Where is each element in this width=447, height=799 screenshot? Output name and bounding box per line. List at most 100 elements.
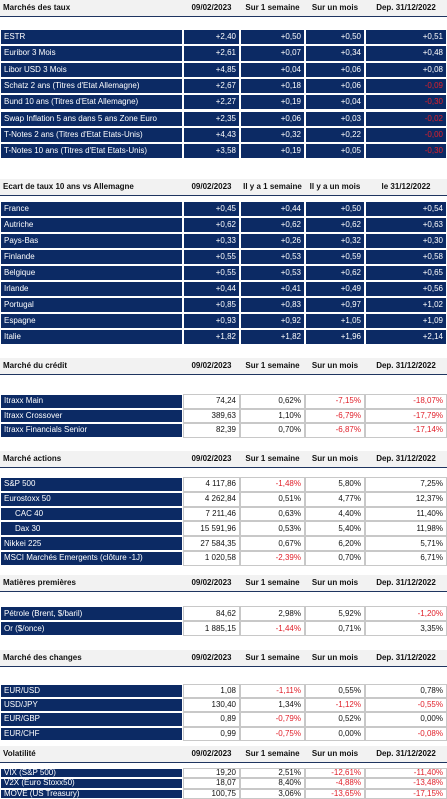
value-cell: 0,70%: [240, 423, 305, 438]
section-title: Ecart de taux 10 ans vs Allemagne: [0, 179, 183, 196]
value-cell: 5,80%: [305, 477, 365, 492]
value-cell: -0,79%: [240, 712, 305, 727]
value-cell: +2,27: [183, 94, 240, 111]
value-cell: 82,39: [183, 423, 240, 438]
value-cell: 2,51%: [240, 768, 305, 779]
value-cell: 74,24: [183, 394, 240, 409]
value-cell: 15 591,96: [183, 521, 240, 537]
value-cell: +0,22: [305, 126, 365, 144]
value-cell: -2,39%: [240, 551, 305, 566]
value-cell: 18,07: [183, 778, 240, 789]
value-cell: +0,63: [365, 217, 447, 233]
value-cell: +0,06: [305, 61, 365, 78]
row-label: France: [0, 201, 183, 217]
column-header: Sur un mois: [305, 358, 365, 375]
column-header: Dep. 31/12/2022: [365, 746, 447, 763]
row-label: T-Notes 10 ans (Titres d'Etat Etats-Unis…: [0, 143, 183, 160]
column-header: Il y a 1 semaine: [240, 179, 305, 196]
value-cell: +2,35: [183, 110, 240, 127]
value-cell: +1,96: [305, 329, 365, 345]
value-cell: +0,04: [240, 61, 305, 78]
value-cell: 5,92%: [305, 606, 365, 622]
value-cell: 0,78%: [365, 684, 447, 699]
value-cell: 130,40: [183, 698, 240, 713]
row-label: Espagne: [0, 313, 183, 329]
value-cell: 4,77%: [305, 491, 365, 507]
row-label: Itraxx Main: [0, 394, 183, 409]
column-header: Sur un mois: [305, 746, 365, 763]
value-cell: +2,14: [365, 329, 447, 345]
value-cell: +0,62: [305, 265, 365, 281]
value-cell: -6,79%: [305, 408, 365, 424]
column-header: 09/02/2023: [183, 451, 240, 468]
row-label: Italie: [0, 329, 183, 345]
row-label: Autriche: [0, 217, 183, 233]
row-label: ESTR: [0, 29, 183, 46]
value-cell: +0,51: [365, 29, 447, 46]
section-title: Marché du crédit: [0, 358, 183, 375]
value-cell: +0,05: [305, 143, 365, 160]
value-cell: 1 885,15: [183, 621, 240, 637]
value-cell: -13,65%: [305, 788, 365, 799]
column-header: Dep. 31/12/2022: [365, 451, 447, 468]
value-cell: +0,07: [240, 45, 305, 62]
value-cell: -17,79%: [365, 408, 447, 424]
value-cell: -11,40%: [365, 768, 447, 779]
column-header: Dep. 31/12/2022: [365, 650, 447, 667]
value-cell: +0,44: [183, 281, 240, 297]
value-cell: -13,48%: [365, 778, 447, 789]
value-cell: -17,15%: [365, 788, 447, 799]
value-cell: 4 262,84: [183, 491, 240, 507]
value-cell: -0,02: [365, 110, 447, 127]
value-cell: +0,62: [305, 217, 365, 233]
value-cell: -1,12%: [305, 698, 365, 713]
row-label: Libor USD 3 Mois: [0, 61, 183, 78]
value-cell: +0,45: [183, 201, 240, 217]
row-label: USD/JPY: [0, 698, 183, 713]
value-cell: 0,63%: [240, 506, 305, 522]
value-cell: +1,82: [183, 329, 240, 345]
value-cell: +1,05: [305, 313, 365, 329]
value-cell: +0,59: [305, 249, 365, 265]
column-header: Sur un mois: [305, 0, 365, 17]
value-cell: +0,58: [365, 249, 447, 265]
column-header: le 31/12/2022: [365, 179, 447, 196]
section-title: Marché des changes: [0, 650, 183, 667]
value-cell: -0,08%: [365, 726, 447, 741]
row-label: Itraxx Financials Senior: [0, 423, 183, 438]
value-cell: -0,75%: [240, 726, 305, 741]
value-cell: 6,71%: [365, 551, 447, 566]
row-label: Itraxx Crossover: [0, 408, 183, 424]
value-cell: +0,55: [183, 265, 240, 281]
value-cell: -0,30: [365, 143, 447, 160]
row-label: Finlande: [0, 249, 183, 265]
value-cell: 3,06%: [240, 788, 305, 799]
value-cell: 0,55%: [305, 684, 365, 699]
value-cell: 4,40%: [305, 506, 365, 522]
value-cell: +0,04: [305, 94, 365, 111]
value-cell: 5,40%: [305, 521, 365, 537]
value-cell: +1,82: [240, 329, 305, 345]
value-cell: +0,03: [305, 110, 365, 127]
value-cell: -1,48%: [240, 477, 305, 492]
value-cell: +0,56: [365, 281, 447, 297]
value-cell: 0,71%: [305, 621, 365, 637]
row-label: Dax 30: [0, 521, 183, 537]
column-header: Sur un mois: [305, 575, 365, 592]
value-cell: 3,35%: [365, 621, 447, 637]
value-cell: 27 584,35: [183, 536, 240, 551]
value-cell: -1,44%: [240, 621, 305, 637]
row-label: MSCI Marchés Emergents (clôture -1J): [0, 551, 183, 566]
value-cell: +1,02: [365, 297, 447, 313]
value-cell: +2,40: [183, 29, 240, 46]
value-cell: 7,25%: [365, 477, 447, 492]
value-cell: +0,26: [240, 233, 305, 249]
value-cell: 1,34%: [240, 698, 305, 713]
value-cell: -1,11%: [240, 684, 305, 699]
value-cell: +3,58: [183, 143, 240, 160]
row-label: Swap Inflation 5 ans dans 5 ans Zone Eur…: [0, 110, 183, 127]
value-cell: 0,70%: [305, 551, 365, 566]
value-cell: +0,62: [240, 217, 305, 233]
column-header: Dep. 31/12/2022: [365, 0, 447, 17]
